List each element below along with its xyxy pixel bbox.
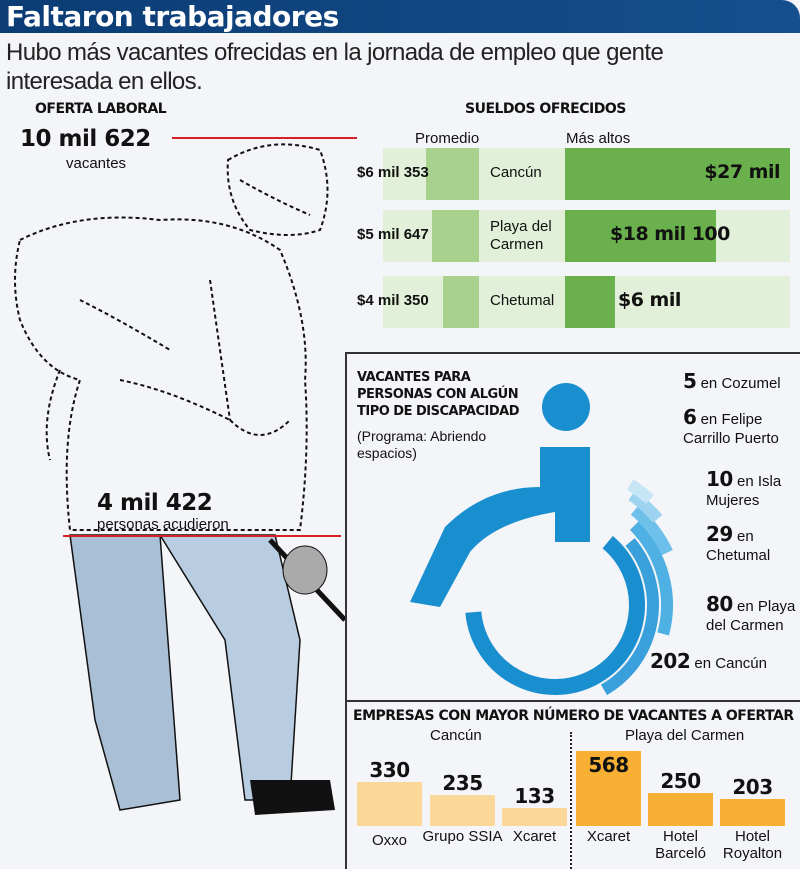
disability-label: 6 en Felipe Carrillo Puerto [683,405,800,448]
max-salary-label: $27 mil [704,161,780,183]
city-label: Cancún [490,164,542,181]
company-name: Oxxo [371,832,407,849]
disability-value: 5 [683,369,697,393]
disability-location: en Playa del Carmen [706,598,796,634]
header-bar [0,0,800,33]
company-name: Hotel Barceló [655,828,706,862]
wheelchair-head-icon [542,383,590,431]
max-salary-bar [565,276,615,328]
wheelchair-chart [410,383,673,696]
avg-salary-label: $6 mil 353 [357,164,429,181]
disability-value: 29 [706,522,733,546]
disability-label: 5 en Cozumel [683,369,800,393]
company-bar [502,808,567,826]
company-bar [720,799,785,826]
group-separator [570,732,572,869]
disability-location: en Cozumel [700,375,781,392]
arc-5 [465,536,645,695]
disability-label: 29 en Chetumal [706,522,800,565]
company-bar [648,792,713,826]
company-bar [576,751,641,826]
company-name: Xcaret [586,828,631,845]
company-value: 250 [660,768,701,793]
wheelchair-body-icon [410,447,590,607]
vacantes-label: vacantes [66,155,127,172]
company-bar [430,794,495,826]
disability-box [345,352,800,869]
disability-value: 10 [706,467,733,491]
arc-2 [630,505,673,556]
company-value: 203 [732,775,773,800]
asistentes-label: personas acudieron [97,516,229,533]
disability-location: en Isla Mujeres [706,473,782,509]
disability-label: 10 en Isla Mujeres [706,467,800,510]
company-name: Grupo SSIA [422,828,503,845]
company-name: Xcaret [512,828,557,845]
disability-location: en Chetumal [706,528,771,564]
company-value: 235 [442,770,483,795]
avg-salary-label: $5 mil 647 [357,226,429,243]
company-name: Hotel Royalton [722,828,783,862]
legend-promedio: Promedio [415,130,480,147]
asistentes-marker-line [63,535,341,537]
disability-label: 80 en Playa del Carmen [706,592,800,635]
disability-value: 80 [706,592,733,616]
disability-subtitle: (Programa: Abriendo espacios) [357,428,487,461]
avg-salary-bar [442,276,479,328]
page-title: Faltaron trabajadores [6,0,339,33]
arc-0 [626,479,655,505]
disability-title: VACANTES PARA PERSONAS CON ALGÚN TIPO DE… [357,370,520,419]
companies-title: EMPRESAS CON MAYOR NÚMERO DE VACANTES A … [353,708,794,724]
salaries-title: SUELDOS OFRECIDOS [465,101,626,117]
company-value: 330 [369,758,410,783]
avg-salary-label: $4 mil 350 [357,292,429,309]
max-salary-bar [565,210,716,262]
arc-1 [628,490,663,523]
company-value: 133 [514,784,555,809]
max-salary-bar [565,148,790,200]
avg-salary-bar [431,210,479,262]
group-label-cancun: Cancún [430,727,482,744]
disability-location: en Felipe Carrillo Puerto [683,411,779,447]
company-value: 568 [588,753,629,777]
max-salary-label: $6 mil [618,289,681,311]
arc-3 [629,521,673,636]
group-label-playa: Playa del Carmen [625,727,745,744]
companies-divider [345,700,800,702]
city-label: Chetumal [490,292,555,309]
vacantes-marker-line [172,137,357,139]
legend-mas-altos: Más altos [566,130,631,147]
arc-4 [600,538,659,696]
worker-illustration [14,143,347,815]
disability-location: en Cancún [694,655,767,672]
max-salary-label: $18 mil 100 [610,223,730,245]
company-bar [357,782,422,826]
asistentes-value: 4 mil 422 [97,490,213,516]
vacantes-value: 10 mil 622 [20,126,151,152]
disability-label: 202 en Cancún [650,649,800,673]
page-subtitle: Hubo más vacantes ofrecidas en la jornad… [6,39,664,95]
avg-salary-bar [426,148,479,200]
disability-value: 202 [650,649,691,673]
oferta-heading: OFERTA LABORAL [35,101,167,117]
city-label: Playa del Carmen [490,218,552,253]
disability-value: 6 [683,405,697,429]
